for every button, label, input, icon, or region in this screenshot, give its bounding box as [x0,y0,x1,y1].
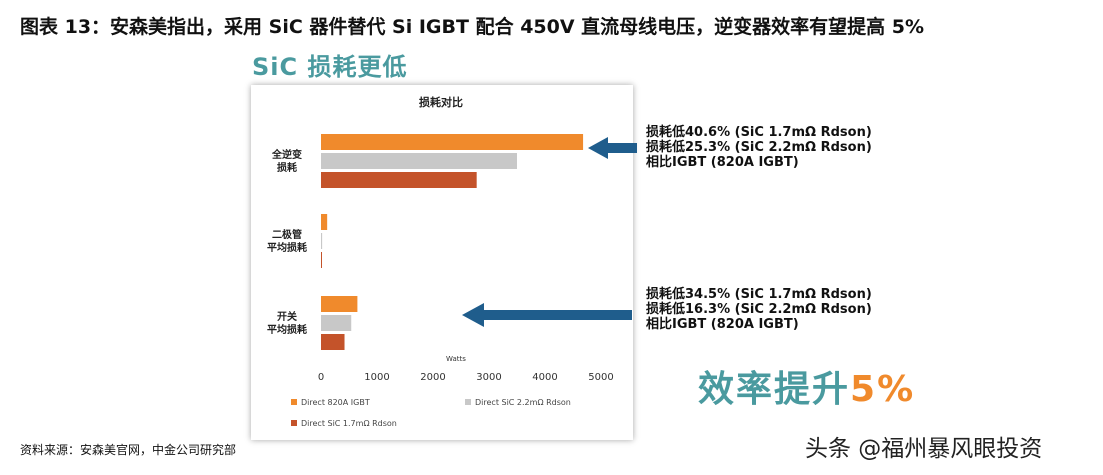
x-axis-label: Watts [446,355,466,363]
bar [321,172,477,188]
x-tick-label: 0 [318,372,324,383]
efficiency-callout: 效率提升5% [698,360,915,412]
source-note: 资料来源：安森美官网，中金公司研究部 [20,443,237,457]
inverter-annotation: 损耗低40.6% (SiC 1.7mΩ Rdson) 损耗低25.3% (SiC… [646,125,872,170]
annotation-line: 相比IGBT (820A IGBT) [646,317,799,332]
bar [321,153,517,169]
switching-annotation: 损耗低34.5% (SiC 1.7mΩ Rdson) 损耗低16.3% (SiC… [646,287,872,332]
chart-panel: 损耗对比 全逆变 损耗 二极管 平均损耗 开关 平均损耗 0 1000 2000 3000 400… [251,85,633,440]
watermark: 头条 @福州暴风眼投资 [805,436,1043,462]
x-tick-label: 3000 [476,372,501,383]
x-tick-label: 5000 [588,372,613,383]
bar [321,214,328,230]
legend-label: Direct 820A IGBT [301,398,370,407]
legend-label: Direct SiC 1.7mΩ Rdson [301,419,397,428]
legend-swatch [465,399,471,405]
x-tick-label: 1000 [364,372,389,383]
bar [321,233,323,249]
x-tick-label: 2000 [420,372,445,383]
annotation-line: 损耗低16.3% (SiC 2.2mΩ Rdson) [646,302,872,317]
annotation-line: 损耗低40.6% (SiC 1.7mΩ Rdson) [646,125,872,140]
chart-title: 损耗对比 [419,95,463,109]
category-label: 全逆变 [271,148,302,161]
annotation-line: 损耗低25.3% (SiC 2.2mΩ Rdson) [646,140,872,155]
annotation-line: 相比IGBT (820A IGBT) [646,155,799,170]
bar [321,134,584,150]
efficiency-callout-main: 效率提升 [698,369,851,410]
annotation-line: 损耗低34.5% (SiC 1.7mΩ Rdson) [646,287,872,302]
efficiency-callout-value: 5% [850,369,916,410]
legend-label: Direct SiC 2.2mΩ Rdson [475,398,571,407]
category-label: 损耗 [277,161,297,174]
legend-swatch [291,399,297,405]
bar [321,315,352,331]
x-tick-label: 4000 [532,372,557,383]
headline: SiC 损耗更低 [252,53,408,81]
category-label: 开关 [277,310,297,323]
bar [321,252,322,268]
bar [321,334,345,350]
category-label: 二极管 [272,228,302,241]
bar [321,296,358,312]
legend-swatch [291,420,297,426]
category-label: 平均损耗 [267,241,307,254]
category-label: 平均损耗 [267,323,307,336]
figure-title: 图表 13：安森美指出，采用 SiC 器件替代 Si IGBT 配合 450V … [20,16,925,38]
